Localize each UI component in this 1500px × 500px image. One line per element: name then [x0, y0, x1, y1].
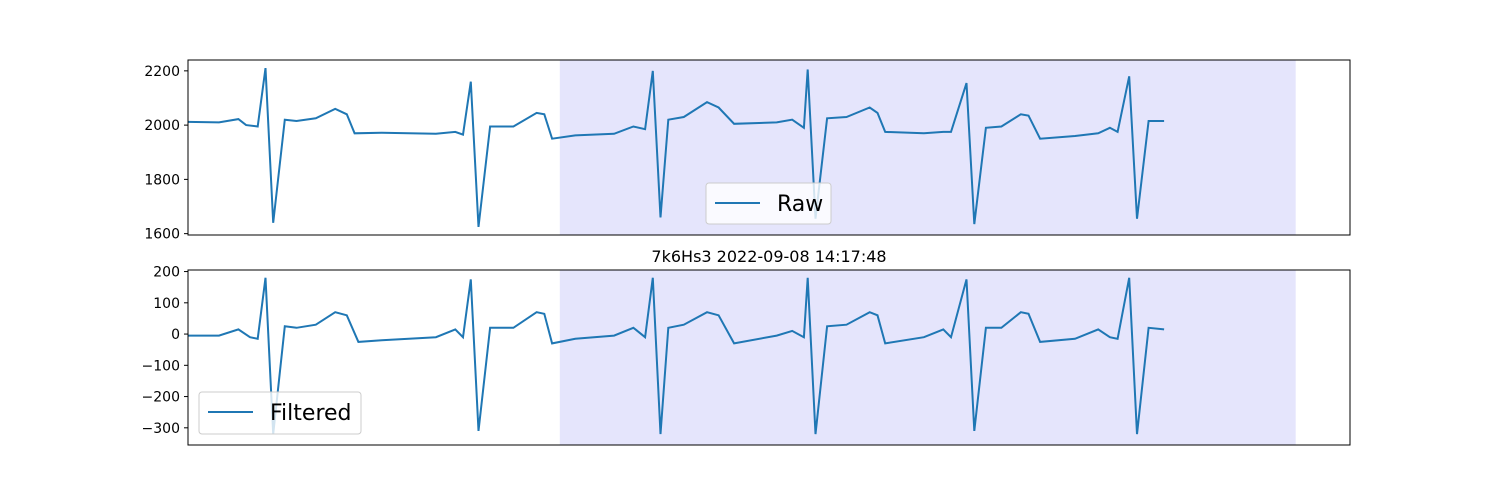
- raw-legend-label: Raw: [777, 192, 823, 217]
- raw-legend-box: [705, 182, 832, 225]
- raw-legend: Raw: [705, 182, 832, 225]
- filtered-plot-frame: [187, 269, 1351, 446]
- raw-y-tick-label: 2200: [144, 64, 180, 80]
- raw-y-axis: 1600 1800 2000 2200: [144, 64, 188, 243]
- filtered-y-axis: 200 100 0 −100 −200 −300: [142, 265, 188, 437]
- filtered-y-tick-label: −200: [142, 390, 180, 406]
- filtered-highlight-span: [559, 270, 1296, 445]
- filtered-y-tick-label: 200: [153, 265, 180, 281]
- raw-signal-line: [187, 67, 1165, 228]
- filtered-legend: Filtered: [198, 391, 362, 435]
- raw-y-tick-label: 1800: [144, 172, 180, 188]
- chart-title: 7k6Hs3 2022-09-08 14:17:48: [651, 247, 886, 266]
- raw-y-tick-label: 2000: [144, 118, 180, 134]
- filtered-y-tick-label: 0: [171, 327, 180, 343]
- filtered-y-tick-label: −300: [142, 421, 180, 437]
- raw-panel: 1600 1800 2000 2200 Raw: [144, 59, 1351, 243]
- filtered-y-tick-label: −100: [142, 358, 180, 374]
- filtered-legend-label: Filtered: [270, 401, 352, 426]
- filtered-signal-line: [188, 277, 1165, 435]
- raw-y-tick-label: 1600: [144, 227, 180, 243]
- raw-highlight-span: [559, 60, 1296, 235]
- filtered-legend-box: [198, 391, 362, 435]
- filtered-panel: 200 100 0 −100 −200 −300 Filtered: [142, 265, 1351, 446]
- raw-plot-frame: [187, 59, 1351, 236]
- filtered-y-tick-label: 100: [153, 296, 180, 312]
